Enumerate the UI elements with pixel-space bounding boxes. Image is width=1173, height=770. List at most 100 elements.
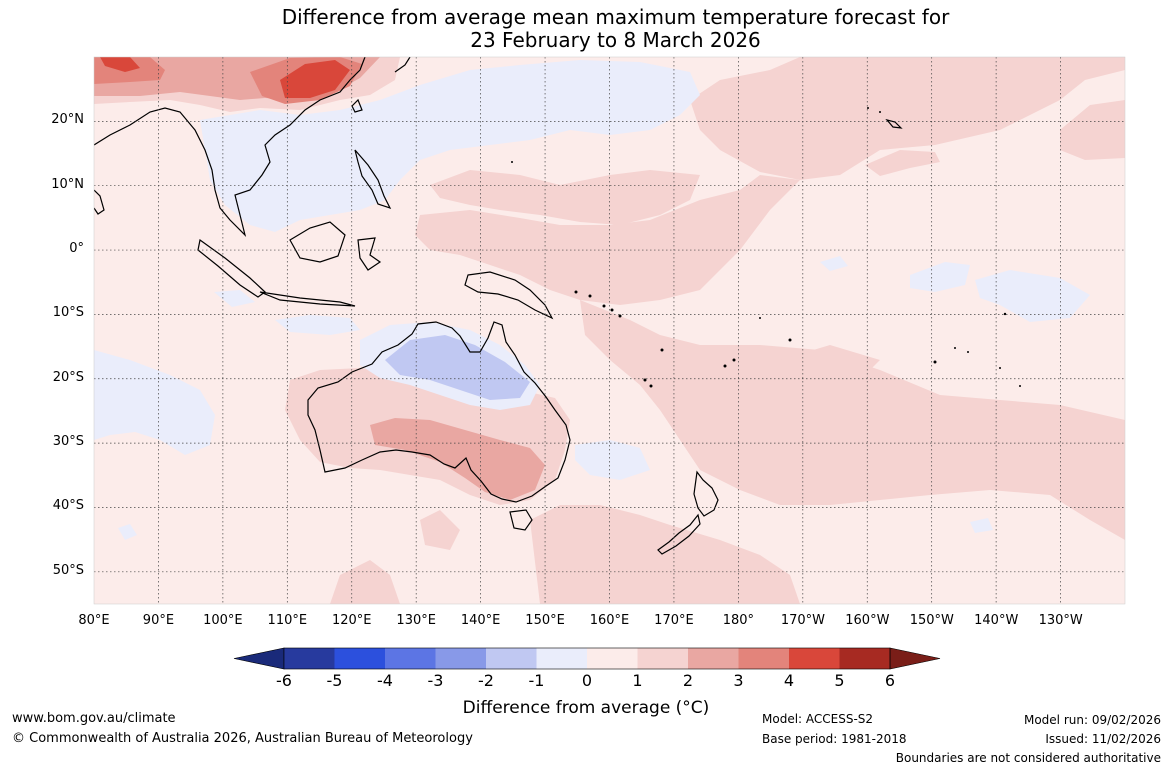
copyright-text: © Commonwealth of Australia 2026, Austra… [12, 731, 473, 746]
new-zealand-north-coastline [693, 470, 719, 517]
legend-swatch [435, 648, 487, 669]
warm-region-china-4to5 [280, 60, 350, 98]
latitude-label: 10°N [51, 176, 84, 192]
cool-region-indian-ocean-0toneg1 [94, 350, 215, 455]
latitude-label: 20°N [51, 112, 84, 128]
australia-coastline [307, 321, 571, 503]
cool-region-bay-of-bengal-0toneg1 [214, 290, 255, 307]
model-run-date: Model run: 09/02/2026 [1023, 713, 1161, 727]
legend-swatch [789, 648, 840, 669]
cool-region-north-australia-neg1toneg2 [385, 335, 530, 400]
sumatra-coastline [197, 238, 266, 298]
borneo-coastline [289, 221, 346, 263]
cool-region-central-pacific-0toneg1 [820, 256, 848, 271]
legend-frame [283, 647, 891, 670]
legend-tick: 4 [783, 671, 795, 690]
graticule [94, 57, 1125, 604]
legend-extend-high [889, 647, 941, 670]
japan-coastline [394, 57, 411, 73]
bom-url[interactable]: www.bom.gov.au/climate [12, 711, 176, 726]
model-name: Model: ACCESS-S2 [762, 712, 874, 726]
warm-region-central-pacific-1to2 [780, 345, 880, 385]
legend-tick: 3 [733, 671, 744, 690]
anomaly-shading [94, 57, 1125, 604]
boundaries-disclaimer: Boundaries are not considered authoritat… [895, 751, 1161, 765]
warm-region-equatorial-pacific-1to2 [415, 175, 800, 305]
latitude-label: 50°S [52, 562, 84, 578]
legend-swatch [839, 648, 891, 669]
philippines-coastline [354, 149, 392, 210]
legend-extend-low [233, 647, 285, 670]
legend-tick: -4 [377, 671, 393, 690]
longitude-label: 160°E [589, 613, 630, 628]
legend-swatch [587, 648, 638, 669]
new-guinea-coastline [464, 271, 554, 320]
longitude-label: 130°E [396, 613, 436, 628]
warm-region-tibet-4to5 [100, 57, 140, 72]
legend-swatch [334, 648, 386, 669]
longitude-label: 180° [722, 613, 755, 628]
longitude-label: 80°E [78, 613, 110, 628]
longitude-label: 90°E [142, 613, 175, 628]
warm-region-southern-ocean-2-1to2 [330, 560, 400, 604]
legend-swatch [637, 648, 689, 669]
india-coastline [94, 189, 105, 215]
cool-region-southern-ocean-0toneg1 [118, 524, 137, 540]
longitude-label: 120°E [331, 613, 372, 628]
cool-region-east-pacific-0toneg1 [910, 262, 970, 292]
cool-region-southern-ocean-2-0toneg1 [970, 518, 993, 533]
legend-swatch [536, 648, 588, 669]
legend-swatch [284, 648, 335, 669]
warm-region-tropical-pacific-1to2 [430, 170, 700, 225]
java-coastline [259, 291, 356, 307]
legend-label: Difference from average (°C) [462, 698, 710, 718]
warm-region-pacific-ne-1to2 [865, 150, 940, 176]
coastlines [94, 57, 903, 555]
cool-region-tasman-0toneg1 [575, 440, 650, 480]
latitude-label: 40°S [52, 498, 84, 514]
warm-region-southern-ocean-1to2 [530, 505, 800, 604]
legend-tick: -3 [427, 671, 444, 690]
longitude-label: 140°E [460, 613, 501, 628]
longitude-label: 100°E [203, 613, 243, 628]
map-title-line2: 23 February to 8 March 2026 [470, 28, 761, 52]
new-zealand-south-coastline [657, 513, 701, 555]
legend-tick: -1 [528, 671, 545, 690]
warm-region-hawaii-1to2 [1060, 100, 1125, 160]
legend-tick: 6 [884, 671, 896, 690]
legend-tick: -6 [276, 671, 292, 690]
warm-region-south-pacific-band-1to2 [580, 300, 1125, 540]
warm-region-southern-ocean-3-1to2 [420, 510, 460, 550]
latitude-label: 10°S [52, 305, 84, 321]
warm-region-south-australia-2to3 [370, 418, 545, 500]
map-title-line1: Difference from average mean maximum tem… [281, 5, 950, 29]
tasmania-coastline [509, 509, 533, 531]
legend-tick: 1 [632, 671, 643, 690]
issued-date: Issued: 11/02/2026 [1045, 732, 1161, 746]
taiwan-coastline [351, 98, 363, 113]
legend-tick: -2 [478, 671, 494, 690]
longitude-label: 170°E [654, 613, 694, 628]
latitude-label: 0° [69, 241, 84, 257]
legend-tick: 2 [682, 671, 694, 690]
legend-swatch [385, 648, 436, 669]
longitude-label: 150°W [909, 613, 954, 628]
legend-swatch [688, 648, 739, 669]
legend-colorbar [233, 647, 941, 670]
legend-tick: -5 [326, 671, 343, 690]
longitude-label: 110°E [267, 613, 308, 628]
longitude-label: 160°W [845, 613, 890, 628]
longitude-label: 170°W [780, 613, 825, 628]
longitude-label: 150°E [525, 613, 565, 628]
legend-tick: 5 [834, 671, 845, 690]
latitude-label: 30°S [52, 434, 84, 450]
cool-region-east-pacific-2-0toneg1 [975, 270, 1090, 322]
hawaii-coastline [885, 118, 903, 129]
pacific-islands [511, 107, 1021, 388]
cool-region-western-pacific-0toneg1 [200, 60, 700, 232]
longitude-label: 140°W [974, 613, 1019, 628]
cool-region-west-australia-0toneg1 [275, 315, 360, 335]
latitude-label: 20°S [52, 369, 84, 385]
base-period: Base period: 1981-2018 [762, 732, 907, 746]
